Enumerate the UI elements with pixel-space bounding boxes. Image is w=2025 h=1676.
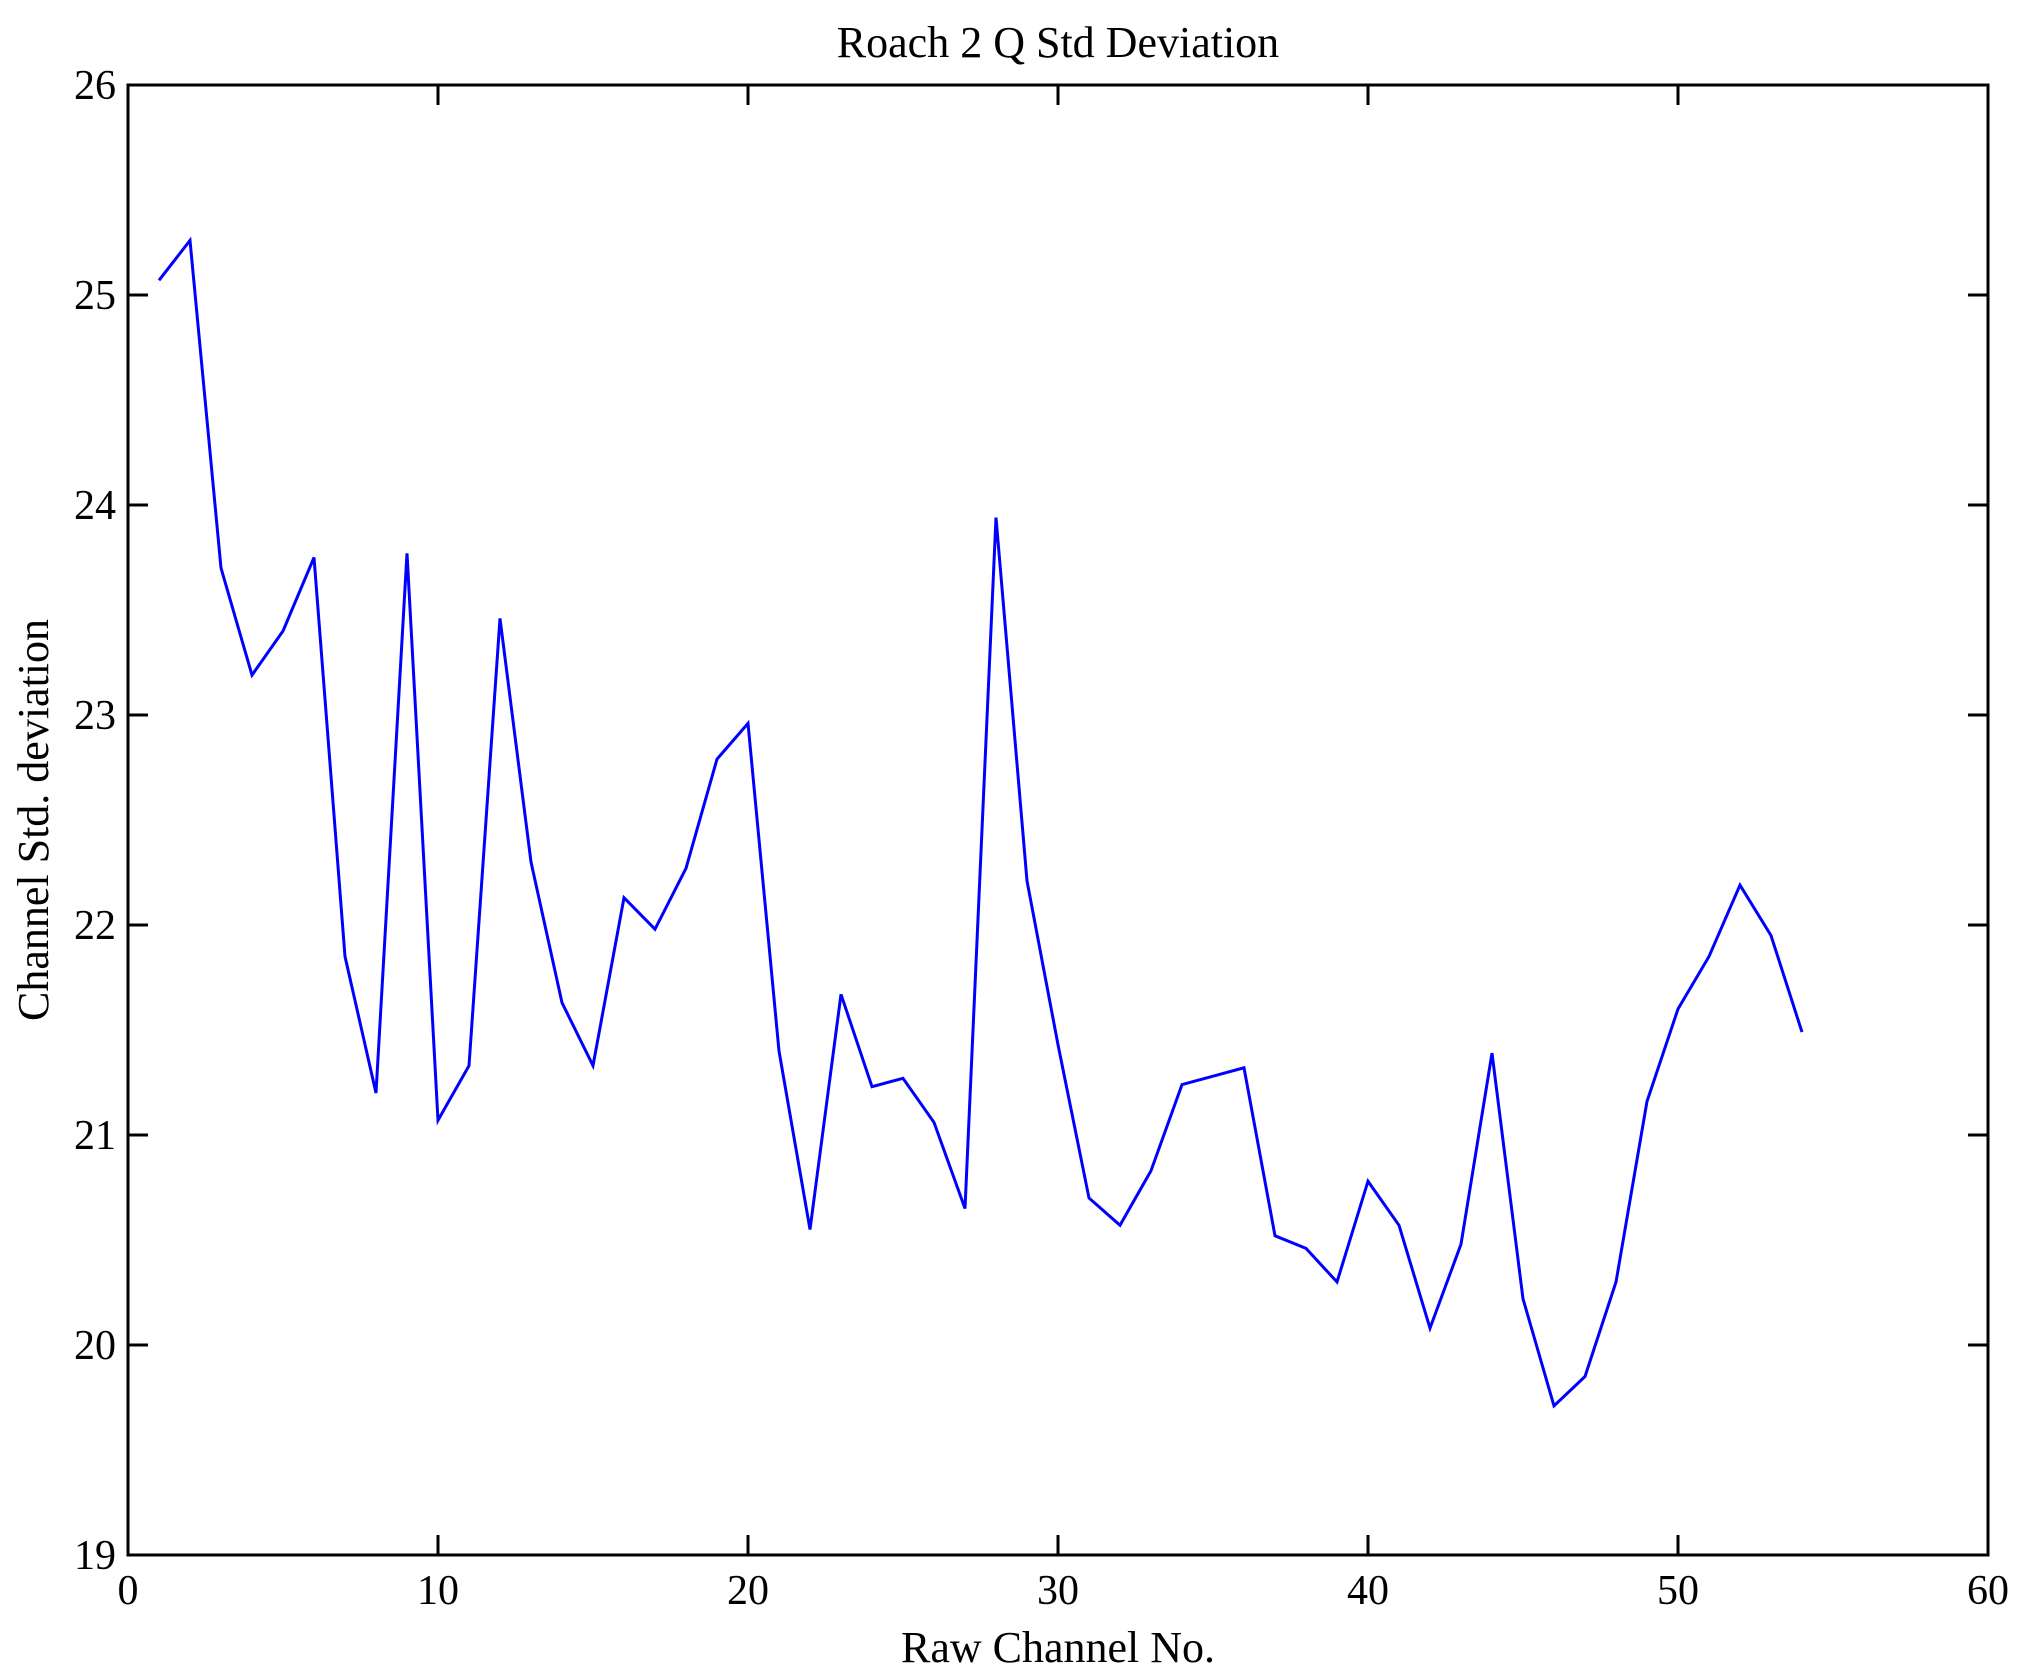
chart-title: Roach 2 Q Std Deviation xyxy=(837,18,1279,67)
y-tick-label: 24 xyxy=(74,483,116,529)
y-axis-title: Channel Std. deviation xyxy=(9,619,58,1021)
x-tick-label: 0 xyxy=(118,1568,139,1614)
y-tick-label: 26 xyxy=(74,63,116,109)
data-line-series xyxy=(157,236,1804,1409)
y-tick-label: 20 xyxy=(74,1323,116,1369)
x-tick-label: 30 xyxy=(1037,1568,1079,1614)
x-axis-ticks xyxy=(126,85,1990,1555)
y-tick-label: 19 xyxy=(74,1533,116,1579)
x-tick-label: 50 xyxy=(1657,1568,1699,1614)
y-tick-label: 22 xyxy=(74,903,116,949)
x-axis-title: Raw Channel No. xyxy=(901,1623,1215,1671)
x-tick-label: 10 xyxy=(417,1568,459,1614)
x-axis-tick-labels: 0 10 20 30 40 50 60 xyxy=(118,1568,2010,1614)
y-tick-label: 25 xyxy=(74,273,116,319)
y-axis-tick-labels: 19 20 21 22 23 24 25 26 xyxy=(74,63,116,1579)
x-tick-label: 40 xyxy=(1347,1568,1389,1614)
y-axis-ticks xyxy=(128,83,1988,1557)
plot-border xyxy=(126,83,1990,1557)
y-tick-label: 23 xyxy=(74,693,116,739)
x-tick-label: 20 xyxy=(727,1568,769,1614)
x-tick-label: 60 xyxy=(1967,1568,2009,1614)
y-tick-label: 21 xyxy=(74,1113,116,1159)
